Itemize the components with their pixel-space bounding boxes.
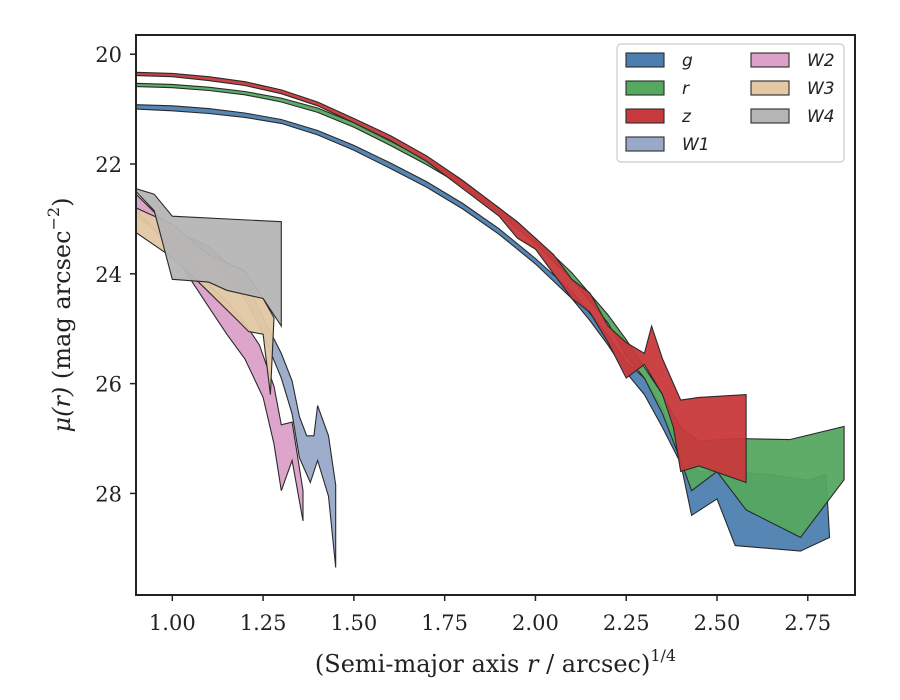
y-axis-label: μ(r) (mag arcsec−2) bbox=[44, 198, 76, 433]
legend-swatch-r bbox=[625, 80, 665, 96]
legend-swatch-g bbox=[625, 52, 665, 68]
legend-swatch-w3 bbox=[750, 80, 790, 96]
x-ticks: 1.00 1.25 1.50 1.75 2.00 2.25 2.50 2.75 bbox=[149, 595, 831, 635]
band-w4 bbox=[136, 188, 282, 328]
x-tick-label: 2.75 bbox=[784, 611, 831, 635]
x-tick-label: 1.00 bbox=[149, 611, 196, 635]
x-axis-label: (Semi-major axis r / arcsec)1/4 bbox=[315, 646, 676, 678]
x-tick-label: 1.50 bbox=[330, 611, 377, 635]
plot-frame bbox=[135, 34, 856, 596]
y-tick-label: 28 bbox=[95, 482, 122, 506]
y-ticks: 20 22 24 26 28 bbox=[95, 43, 136, 506]
legend-label-z: z bbox=[681, 107, 692, 127]
legend-box bbox=[616, 43, 845, 163]
legend-swatch-w1 bbox=[625, 136, 665, 152]
y-tick-label: 24 bbox=[95, 263, 122, 287]
x-tick-label: 2.50 bbox=[694, 611, 741, 635]
y-tick-label: 20 bbox=[95, 43, 122, 67]
legend-label-w2: W2 bbox=[807, 51, 835, 71]
x-tick-label: 1.75 bbox=[421, 611, 468, 635]
band-z bbox=[136, 71, 747, 484]
legend-swatch-w2 bbox=[750, 52, 790, 68]
y-tick-label: 22 bbox=[95, 153, 122, 177]
legend-label-w4: W4 bbox=[807, 107, 835, 127]
x-tick-label: 2.25 bbox=[603, 611, 650, 635]
legend-swatch-w4 bbox=[750, 108, 790, 124]
legend-label-g: g bbox=[682, 51, 693, 71]
legend-swatch-z bbox=[625, 108, 665, 124]
legend-label-w1: W1 bbox=[682, 135, 710, 155]
legend-label-w3: W3 bbox=[807, 79, 835, 99]
y-tick-label: 26 bbox=[95, 373, 122, 397]
legend: grz W1 W2 W3 W4 bbox=[616, 43, 845, 163]
x-tick-label: 2.00 bbox=[512, 611, 559, 635]
x-tick-label: 1.25 bbox=[240, 611, 287, 635]
legend-label-r: r bbox=[682, 79, 690, 99]
series-fills bbox=[136, 71, 845, 568]
